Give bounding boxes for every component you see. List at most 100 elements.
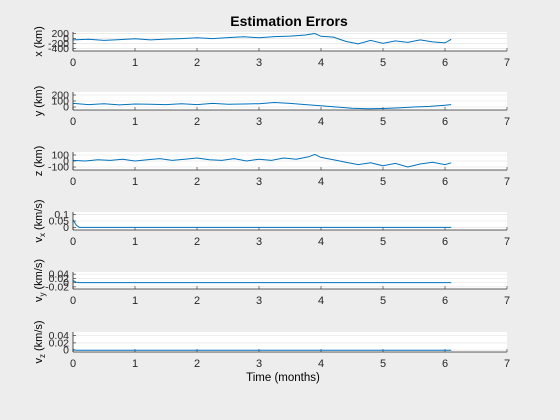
y-tick-label: 0 (63, 222, 69, 234)
x-tick-label: 2 (194, 57, 200, 69)
y-tick-label: -0.02 (45, 281, 69, 293)
x-tick-label: 0 (70, 295, 76, 307)
y-axis-label: x (km) (33, 26, 45, 57)
axes-background (73, 272, 507, 289)
x-tick-label: 4 (318, 358, 324, 370)
y-tick-label: 0.05 (49, 216, 70, 228)
y-axis-label-subscript: x (38, 233, 47, 237)
x-tick-label: 4 (318, 295, 324, 307)
x-tick-label: 5 (380, 236, 386, 248)
x-tick-label: 1 (132, 57, 138, 69)
series-line (72, 32, 452, 45)
y-tick-label: 0 (63, 277, 69, 289)
x-tick-label: 7 (504, 358, 510, 370)
y-tick-label: 100 (51, 96, 69, 108)
x-tick-label: 7 (504, 116, 510, 128)
x-tick-label: 6 (442, 116, 448, 128)
y-axis-label-unit: (km/s) (33, 199, 45, 233)
x-tick-label: 1 (132, 176, 138, 188)
x-tick-label: 2 (194, 116, 200, 128)
x-tick-label: 1 (132, 295, 138, 307)
y-tick-label: 0 (63, 33, 69, 45)
x-tick-label: 5 (380, 358, 386, 370)
axes-background (73, 32, 507, 51)
x-tick-label: 5 (380, 176, 386, 188)
y-axis-label-unit: (km/s) (33, 320, 45, 354)
y-tick-label: 0.02 (49, 273, 70, 285)
x-tick-label: 2 (194, 176, 200, 188)
x-tick-label: 2 (194, 358, 200, 370)
x-tick-label: 1 (132, 236, 138, 248)
x-tick-label: 4 (318, 116, 324, 128)
x-tick-label: 3 (256, 236, 262, 248)
y-tick-label: -400 (48, 43, 69, 55)
x-tick-label: 1 (132, 358, 138, 370)
x-tick-label: 0 (70, 176, 76, 188)
y-tick-label: 0 (63, 156, 69, 168)
y-tick-label: 200 (51, 90, 69, 102)
y-tick-label: -100 (48, 162, 69, 174)
x-tick-label: 1 (132, 116, 138, 128)
x-tick-label: 3 (256, 358, 262, 370)
x-tick-label: 4 (318, 57, 324, 69)
x-tick-label: 0 (70, 358, 76, 370)
x-tick-label: 2 (194, 236, 200, 248)
x-tick-label: 4 (318, 236, 324, 248)
y-tick-label: 200 (51, 28, 69, 40)
series-line (72, 153, 452, 168)
x-tick-label: 5 (380, 57, 386, 69)
x-tick-label: 0 (70, 116, 76, 128)
x-tick-label: 0 (70, 236, 76, 248)
y-axis-label-main: v (33, 358, 45, 364)
x-tick-label: 6 (442, 295, 448, 307)
x-tick-label: 0 (70, 57, 76, 69)
x-tick-label: 3 (256, 116, 262, 128)
x-tick-label: 7 (504, 176, 510, 188)
x-tick-label: 3 (256, 57, 262, 69)
x-tick-label: 7 (504, 57, 510, 69)
y-axis-label: vx (km/s) (33, 199, 47, 242)
x-tick-label: 4 (318, 176, 324, 188)
y-tick-label: 0 (63, 345, 69, 357)
series-line (72, 101, 452, 110)
x-tick-label: 6 (442, 358, 448, 370)
y-axis-label: y (km) (33, 86, 45, 117)
y-tick-label: 0.1 (54, 209, 69, 221)
y-tick-label: 0 (63, 102, 69, 114)
y-axis-label: vz (km/s) (33, 320, 47, 363)
y-axis-label-main: v (33, 296, 45, 302)
y-axis-label: vy (km/s) (33, 259, 47, 302)
y-axis-label-main: v (33, 237, 45, 243)
y-axis-label: z (km) (33, 146, 45, 177)
x-tick-label: 6 (442, 57, 448, 69)
y-tick-label: 0.04 (49, 269, 70, 281)
axes-background (73, 332, 507, 352)
series-line (72, 349, 452, 351)
subplot-5: 0.040.020-0.020 1 2 3 4 5 6 7 vy (km/s) (33, 259, 510, 307)
x-tick-label: 2 (194, 295, 200, 307)
series-line (72, 219, 452, 228)
y-axis-label-subscript: y (38, 293, 47, 297)
x-tick-label: 7 (504, 236, 510, 248)
x-tick-label: 6 (442, 176, 448, 188)
y-axis-label-subscript: z (38, 354, 47, 358)
figure-title: Estimation Errors (230, 13, 348, 29)
y-tick-label: -200 (48, 38, 69, 50)
x-axis-label: Time (months) (246, 372, 320, 384)
x-tick-label: 5 (380, 295, 386, 307)
y-tick-label: 0.04 (49, 330, 70, 342)
y-axis-label-unit: (km/s) (33, 259, 45, 293)
x-tick-label: 6 (442, 236, 448, 248)
x-tick-label: 3 (256, 176, 262, 188)
x-tick-label: 3 (256, 295, 262, 307)
y-tick-label: 0.02 (49, 337, 70, 349)
y-tick-label: 100 (51, 150, 69, 162)
